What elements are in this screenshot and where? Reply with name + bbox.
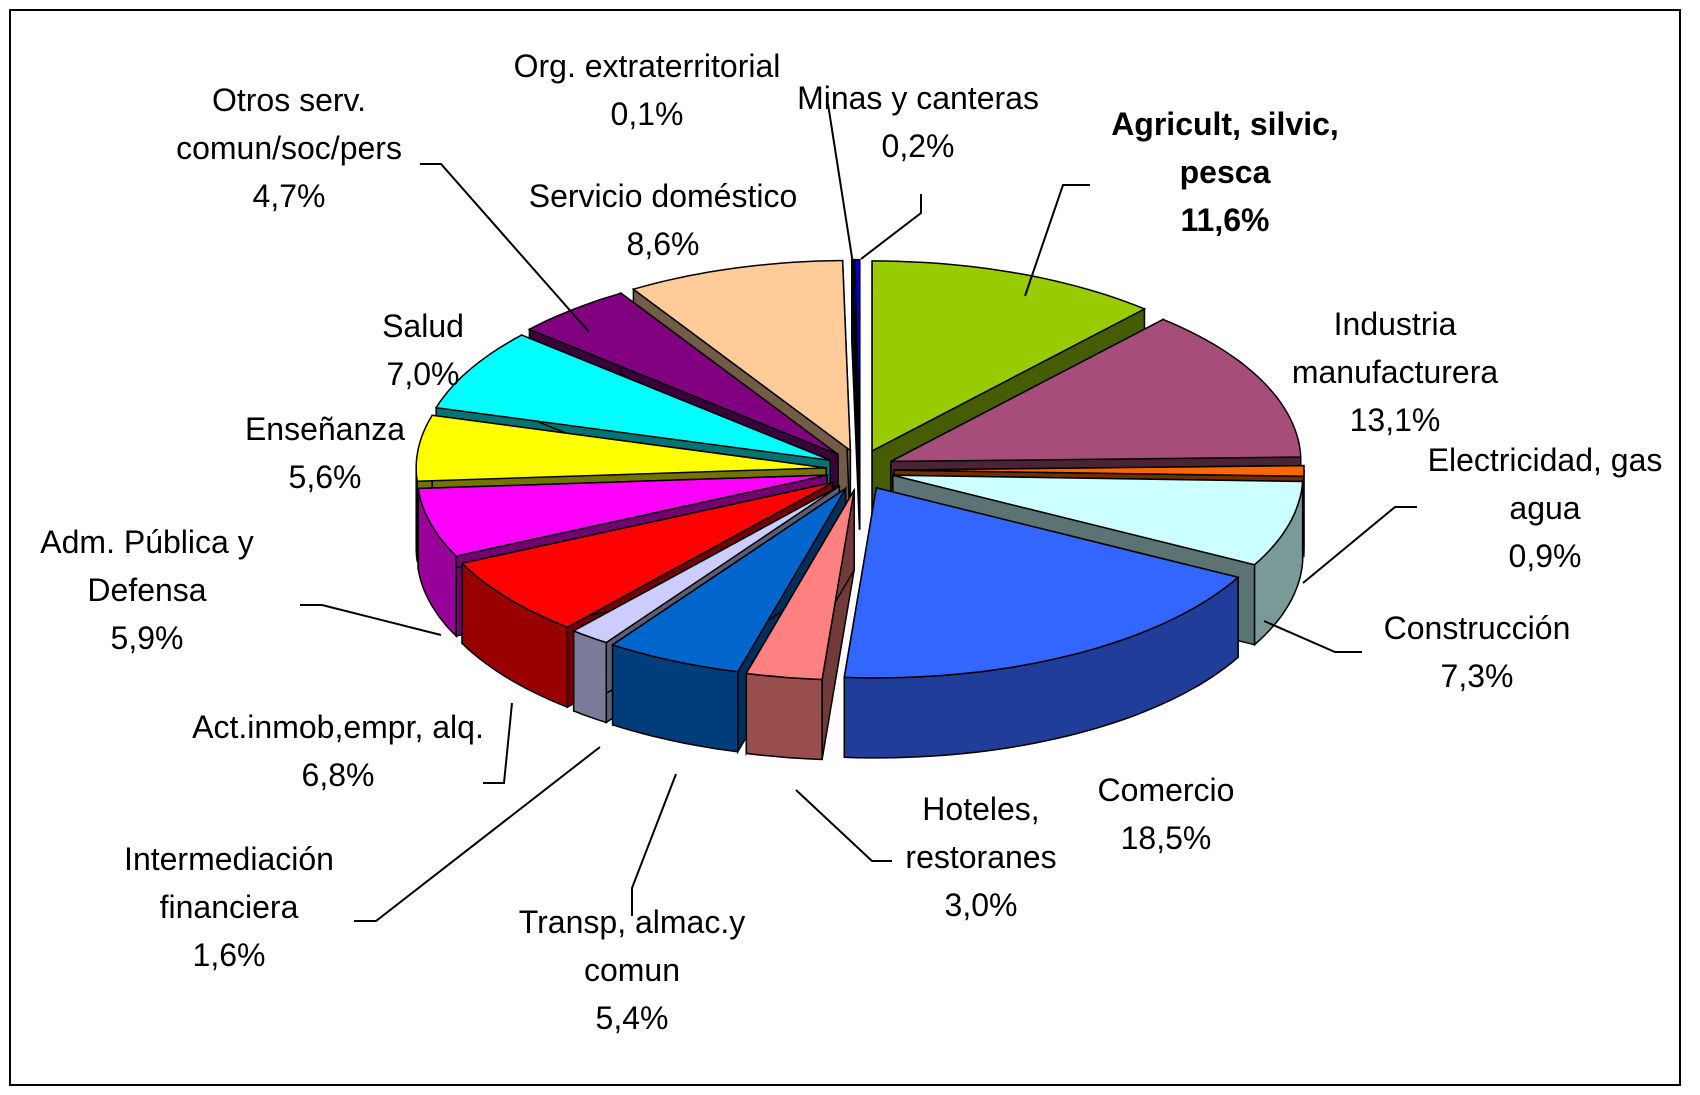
category-label: Minas y canteras [797, 80, 1039, 116]
category-label: Construcción [1383, 610, 1571, 646]
leader-line [1024, 184, 1090, 297]
slice-label: Org. extraterritorial 0,1% [477, 42, 817, 138]
category-label: Enseñanza [244, 411, 406, 447]
category-label: Otros serv. comun/soc/pers [176, 82, 402, 166]
value-label: 0,2% [881, 128, 955, 164]
pie [415, 258, 1305, 761]
slice [631, 259, 852, 452]
value-label: 5,4% [595, 1000, 669, 1036]
slice-label: Minas y canteras 0,2% [748, 74, 1088, 170]
slice [843, 486, 1240, 679]
value-label: 8,6% [626, 226, 700, 262]
category-label: Comercio [1097, 772, 1235, 808]
leader-line [300, 604, 442, 636]
slice [853, 258, 861, 450]
slice-label: Transp, almac.y comun 5,4% [487, 898, 777, 1042]
value-label: 6,8% [301, 757, 375, 793]
slice-label: Construcción 7,3% [1337, 604, 1617, 700]
slice [527, 292, 839, 456]
slice-label: Adm. Pública y Defensa 5,9% [2, 518, 292, 662]
value-label: 5,6% [288, 459, 362, 495]
slice-label: Electricidad, gas agua 0,9% [1395, 436, 1695, 580]
value-label: 11,6% [1180, 202, 1270, 238]
slice [871, 260, 1147, 453]
slice-side [572, 629, 609, 724]
slice-label: Intermediación financiera 1,6% [94, 835, 364, 979]
slice [460, 481, 834, 628]
value-label: 0,9% [1508, 538, 1582, 574]
category-label: Hoteles, restoranes [905, 791, 1057, 875]
category-label: Intermediación financiera [124, 841, 334, 925]
slice-label: Salud 7,0% [323, 302, 523, 398]
slice-label: Otros serv. comun/soc/pers 4,7% [139, 76, 439, 220]
category-label: Transp, almac.y comun [518, 904, 746, 988]
leader-line [354, 746, 601, 922]
leader-line [483, 702, 513, 784]
category-label: Servicio doméstico [528, 178, 798, 214]
category-label: Adm. Pública y Defensa [40, 524, 254, 608]
category-label: Electricidad, gas agua [1427, 442, 1663, 526]
slice-label: Act.inmob,empr, alq. 6,8% [188, 703, 488, 799]
leader-lines [300, 103, 1417, 922]
value-label: 4,7% [252, 178, 326, 214]
leader-line [1302, 506, 1417, 584]
slice [745, 489, 855, 681]
slice [892, 474, 1304, 566]
value-label: 3,0% [944, 887, 1018, 923]
leader-line [827, 103, 857, 284]
slice [893, 464, 1305, 478]
slice-label: Comercio 18,5% [1066, 766, 1266, 862]
slice-label: Industria manufacturera 13,1% [1265, 300, 1525, 444]
value-label: 7,0% [386, 356, 460, 392]
value-label: 7,3% [1440, 658, 1514, 694]
leader-line [795, 789, 892, 862]
leader-line [1263, 620, 1362, 653]
slice [417, 474, 828, 557]
category-label: Agricult, silvic, pesca [1111, 106, 1339, 190]
leader-line [420, 163, 590, 333]
slice-side [745, 672, 823, 761]
value-label: 5,9% [110, 620, 184, 656]
leader-line [631, 773, 677, 916]
value-label: 13,1% [1349, 402, 1441, 438]
slice [415, 414, 827, 482]
value-label: 18,5% [1120, 820, 1212, 856]
category-label: Salud [382, 308, 464, 344]
category-label: Industria manufacturera [1291, 306, 1499, 390]
value-label: 1,6% [192, 937, 266, 973]
leader-line [860, 194, 922, 260]
slice [571, 485, 840, 644]
category-label: Act.inmob,empr, alq. [192, 709, 484, 745]
value-label: 0,1% [610, 96, 684, 132]
slice [434, 334, 831, 461]
slice [890, 318, 1302, 463]
slice [610, 487, 847, 673]
slice-label: Enseñanza 5,6% [200, 405, 450, 501]
slice-label: Servicio doméstico 8,6% [493, 172, 833, 268]
slice-label: Agricult, silvic, pesca 11,6% [1080, 100, 1370, 244]
category-label: Org. extraterritorial [513, 48, 781, 84]
slice-label: Hoteles, restoranes 3,0% [881, 785, 1081, 929]
